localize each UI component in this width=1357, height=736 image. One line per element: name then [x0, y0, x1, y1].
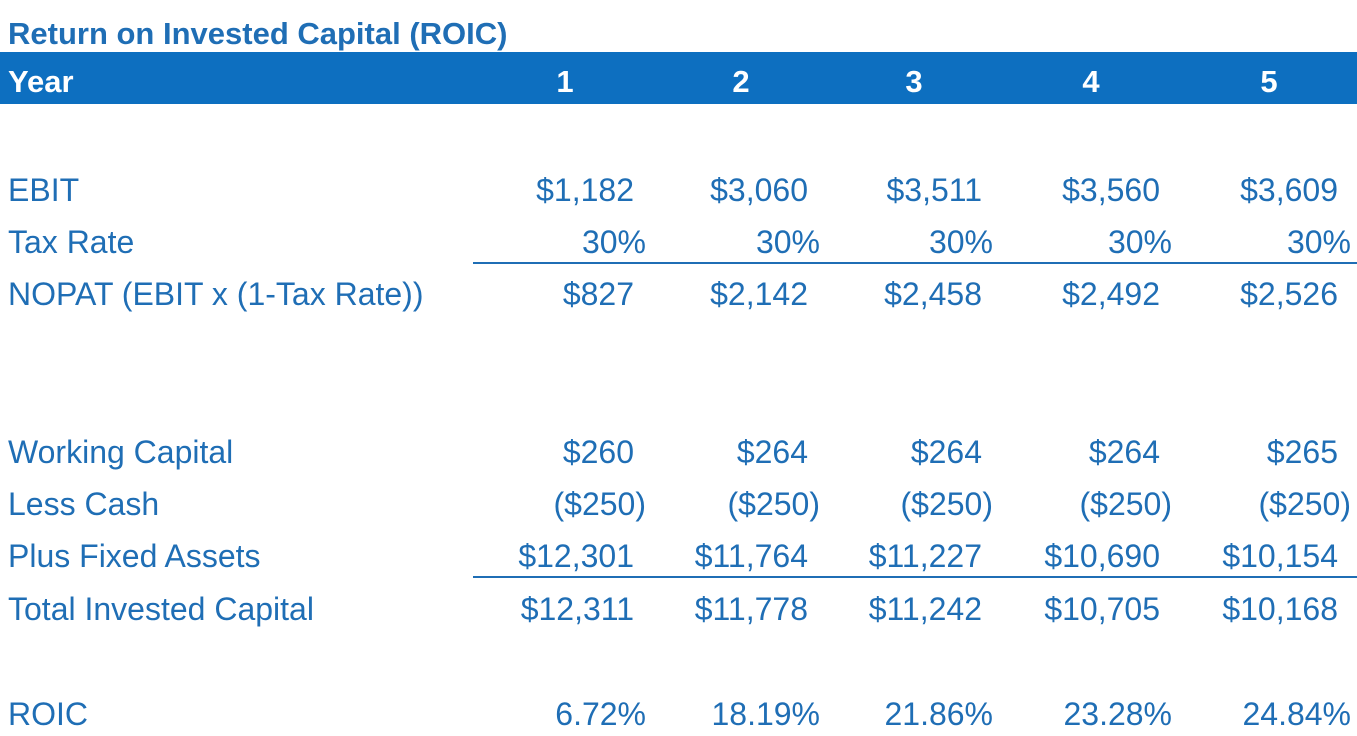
- page-title: Return on Invested Capital (ROIC): [8, 16, 508, 51]
- year-header-row: Year 1 2 3 4 5: [0, 52, 1357, 104]
- cell-value: $264: [1088, 434, 1160, 470]
- cell-value: 30%: [928, 224, 993, 260]
- cell-value: $11,778: [694, 591, 808, 627]
- cell-value: 30%: [1107, 224, 1172, 260]
- cell-value: $2,492: [1062, 276, 1160, 312]
- row-less-cash: Less Cash ($250) ($250) ($250) ($250) ($…: [0, 482, 1357, 526]
- cell-value: $3,560: [1062, 172, 1160, 208]
- cell-value: ($250): [900, 486, 994, 522]
- row-total-invested-capital: Total Invested Capital $12,311 $11,778 $…: [0, 587, 1357, 631]
- cell-value: $11,764: [694, 538, 808, 574]
- cell-value: $11,242: [868, 591, 982, 627]
- cell-value: $827: [562, 276, 634, 312]
- cell-value: $10,705: [1044, 591, 1160, 627]
- row-label: EBIT: [8, 172, 80, 208]
- cell-value: $265: [1266, 434, 1338, 470]
- row-ebit: EBIT $1,182 $3,060 $3,511 $3,560 $3,609: [0, 168, 1357, 212]
- year-header-4: 4: [1082, 64, 1100, 99]
- cell-value: 30%: [1286, 224, 1351, 260]
- row-fixed-assets: Plus Fixed Assets $12,301 $11,764 $11,22…: [0, 534, 1357, 578]
- total-divider: [473, 576, 1357, 578]
- cell-value: 24.84%: [1242, 696, 1351, 732]
- cell-value: 30%: [581, 224, 646, 260]
- cell-value: $10,168: [1222, 591, 1338, 627]
- subtotal-divider: [473, 262, 1357, 264]
- year-header-1: 1: [556, 64, 574, 99]
- row-nopat: NOPAT (EBIT x (1-Tax Rate)) $827 $2,142 …: [0, 272, 1357, 316]
- cell-value: $3,060: [710, 172, 808, 208]
- row-label: Working Capital: [8, 434, 234, 470]
- row-label: Less Cash: [8, 486, 160, 522]
- cell-value: 30%: [755, 224, 820, 260]
- cell-value: ($250): [1258, 486, 1352, 522]
- row-label: ROIC: [8, 696, 88, 732]
- cell-value: 18.19%: [711, 696, 820, 732]
- row-working-capital: Working Capital $260 $264 $264 $264 $265: [0, 430, 1357, 474]
- cell-value: 21.86%: [884, 696, 993, 732]
- cell-value: $1,182: [536, 172, 634, 208]
- year-header-label: Year: [8, 64, 74, 99]
- cell-value: $260: [562, 434, 634, 470]
- row-label: Total Invested Capital: [8, 591, 314, 627]
- cell-value: ($250): [553, 486, 647, 522]
- row-roic: ROIC 6.72% 18.19% 21.86% 23.28% 24.84%: [0, 692, 1357, 736]
- cell-value: $12,311: [520, 591, 634, 627]
- cell-value: $11,227: [868, 538, 982, 574]
- cell-value: $264: [736, 434, 808, 470]
- cell-value: $2,458: [884, 276, 982, 312]
- cell-value: $264: [910, 434, 982, 470]
- cell-value: $2,526: [1240, 276, 1338, 312]
- row-tax-rate: Tax Rate 30% 30% 30% 30% 30%: [0, 220, 1357, 264]
- year-header-5: 5: [1260, 64, 1278, 99]
- cell-value: $10,690: [1044, 538, 1160, 574]
- row-label: Tax Rate: [8, 224, 135, 260]
- cell-value: 23.28%: [1063, 696, 1172, 732]
- cell-value: $2,142: [710, 276, 808, 312]
- year-header-3: 3: [905, 64, 923, 99]
- row-label: NOPAT (EBIT x (1-Tax Rate)): [8, 276, 424, 312]
- year-header-2: 2: [732, 64, 750, 99]
- cell-value: $3,511: [886, 172, 983, 208]
- cell-value: ($250): [727, 486, 821, 522]
- cell-value: $10,154: [1222, 538, 1338, 574]
- cell-value: $3,609: [1240, 172, 1338, 208]
- cell-value: 6.72%: [555, 696, 646, 732]
- cell-value: ($250): [1079, 486, 1173, 522]
- row-label: Plus Fixed Assets: [8, 538, 261, 574]
- cell-value: $12,301: [518, 538, 634, 574]
